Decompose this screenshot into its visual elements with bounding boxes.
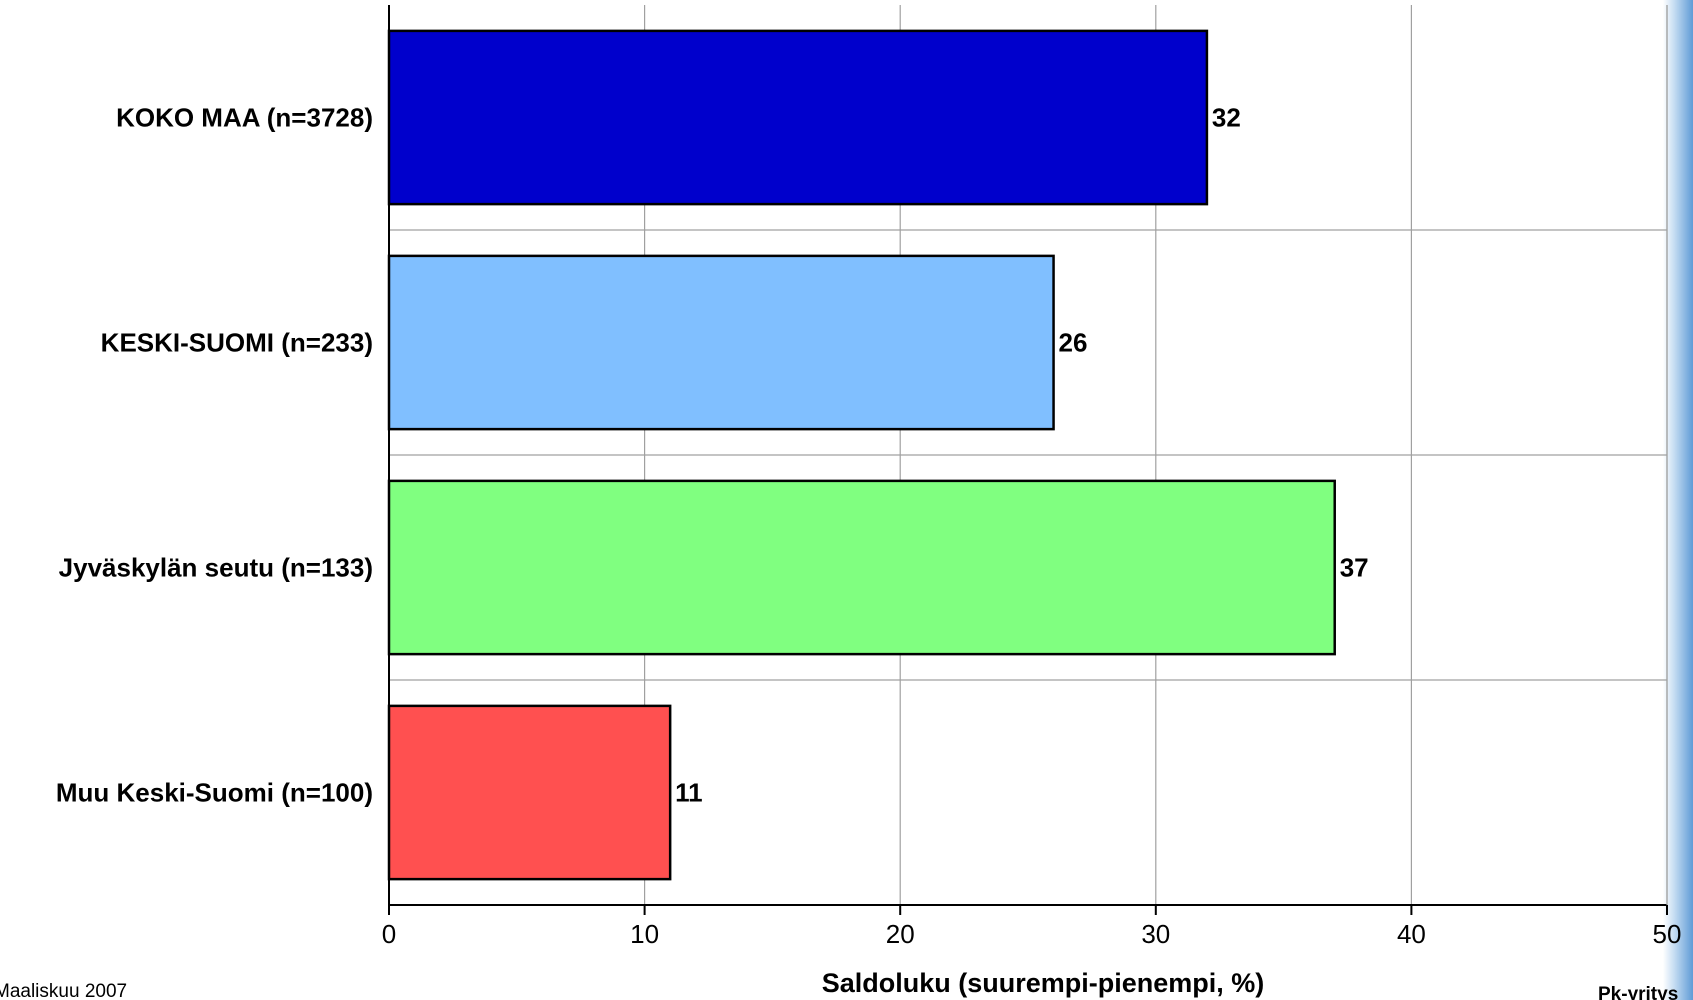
bar-value-label: 11 — [675, 778, 703, 808]
category-label: Muu Keski-Suomi (n=100) — [56, 778, 373, 808]
x-tick-label: 30 — [1141, 919, 1170, 949]
category-label: KOKO MAA (n=3728) — [116, 103, 373, 133]
labels: 32 KOKO MAA (n=3728) 26 KESKI-SUOMI (n=233)… — [56, 103, 1682, 950]
x-tick-label: 50 — [1653, 919, 1682, 949]
bar-value-label: 26 — [1059, 328, 1088, 358]
x-tick-label: 40 — [1397, 919, 1426, 949]
bar-value-label: 37 — [1340, 553, 1369, 583]
x-tick-label: 10 — [630, 919, 659, 949]
category-label: Jyväskylän seutu (n=133) — [59, 553, 373, 583]
footer-source: Pk-yritys — [1598, 984, 1678, 1000]
footer-date: Maaliskuu 2007 — [0, 981, 127, 1000]
x-tick-label: 0 — [382, 919, 396, 949]
axes — [388, 5, 1668, 915]
bar — [387, 479, 1336, 656]
bar-value-label: 32 — [1212, 103, 1241, 133]
bar — [387, 254, 1055, 431]
x-tick-label: 20 — [886, 919, 915, 949]
decorative-edge — [1663, 0, 1693, 1000]
bar — [387, 29, 1209, 206]
bar — [387, 704, 672, 881]
x-axis-title: Saldoluku (suurempi-pienempi, %) — [822, 968, 1265, 998]
category-label: KESKI-SUOMI (n=233) — [101, 328, 373, 358]
